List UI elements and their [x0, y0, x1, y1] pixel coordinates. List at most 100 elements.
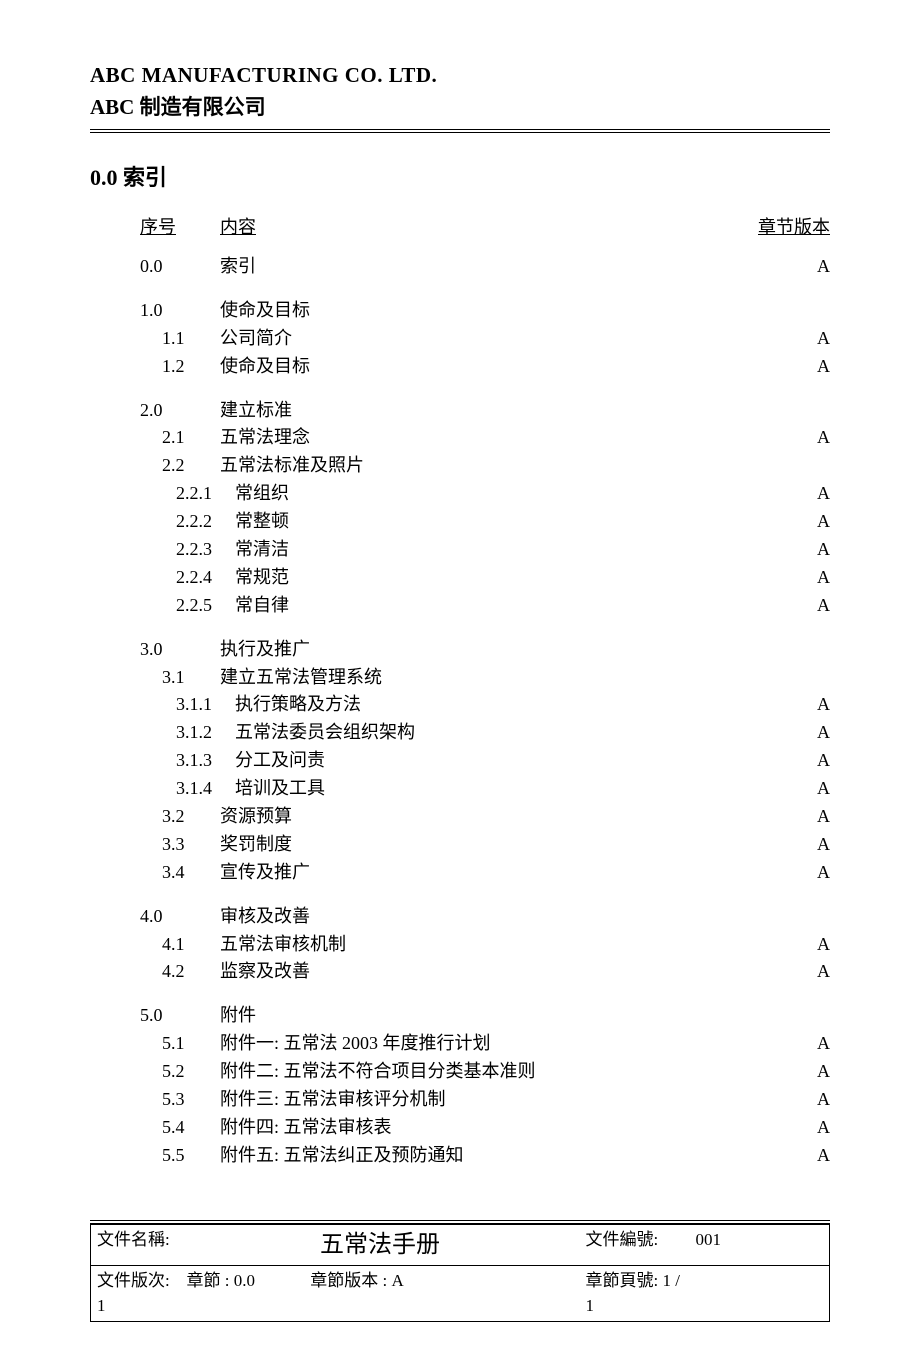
index-num: 5.5	[140, 1142, 220, 1170]
index-content: 建立标准	[220, 397, 750, 425]
index-content: 宣传及推广	[220, 859, 750, 887]
index-num: 2.2.3	[140, 536, 235, 564]
index-content: 使命及目标	[220, 353, 750, 381]
index-row: 5.4附件四: 五常法审核表A	[140, 1114, 830, 1142]
index-content: 公司简介	[220, 325, 750, 353]
index-num: 5.4	[140, 1114, 220, 1142]
index-num: 2.2.5	[140, 592, 235, 620]
chapter-page-label: 章節頁號:	[586, 1271, 659, 1290]
index-row: 3.0执行及推广	[140, 636, 830, 664]
company-name-en: ABC MANUFACTURING CO. LTD.	[90, 60, 830, 92]
index-content: 附件五: 五常法纠正及预防通知	[220, 1142, 750, 1170]
index-row: 2.2.5常自律A	[140, 592, 830, 620]
index-content: 监察及改善	[220, 958, 750, 986]
index-version: A	[750, 803, 830, 831]
section-title: 0.0 索引	[90, 161, 830, 194]
index-version	[750, 1002, 830, 1030]
index-num: 3.4	[140, 859, 220, 887]
chapter-cell: 章節 : 0.0 章節版本 : A	[181, 1265, 580, 1321]
index-row: 3.1.3分工及问责A	[140, 747, 830, 775]
index-version	[750, 297, 830, 325]
index-num: 2.1	[140, 424, 220, 452]
index-version: A	[750, 1086, 830, 1114]
index-version: A	[750, 691, 830, 719]
chapter-page-cell: 章節頁號: 1 / 1	[580, 1265, 690, 1321]
index-row: 1.2使命及目标A	[140, 353, 830, 381]
index-version: A	[750, 508, 830, 536]
index-version: A	[750, 747, 830, 775]
index-row: 3.1建立五常法管理系统	[140, 664, 830, 692]
index-num: 4.2	[140, 958, 220, 986]
index-row: 3.1.2五常法委员会组织架构A	[140, 719, 830, 747]
index-version: A	[750, 719, 830, 747]
index-version	[750, 903, 830, 931]
index-version	[750, 664, 830, 692]
index-content: 常自律	[235, 592, 750, 620]
index-row: 3.2资源预算A	[140, 803, 830, 831]
index-num: 4.1	[140, 931, 220, 959]
index-row: 5.1附件一: 五常法 2003 年度推行计划A	[140, 1030, 830, 1058]
index-version: A	[750, 480, 830, 508]
footer-empty-cell	[690, 1265, 830, 1321]
index-content: 培训及工具	[235, 775, 750, 803]
chapter-ver-label: 章節版本 :	[310, 1271, 387, 1290]
index-num: 3.1.1	[140, 691, 235, 719]
index-row: 2.1五常法理念A	[140, 424, 830, 452]
index-content: 附件三: 五常法审核评分机制	[220, 1086, 750, 1114]
index-version: A	[750, 592, 830, 620]
index-content: 常整顿	[235, 508, 750, 536]
index-version: A	[750, 775, 830, 803]
index-row: 4.0审核及改善	[140, 903, 830, 931]
index-content: 索引	[220, 253, 750, 281]
index-row: 0.0索引A	[140, 253, 830, 281]
index-content: 常清洁	[235, 536, 750, 564]
index-gap	[140, 281, 830, 297]
index-gap	[140, 986, 830, 1002]
index-row: 1.1公司简介A	[140, 325, 830, 353]
index-row: 3.1.1执行策略及方法A	[140, 691, 830, 719]
index-row: 2.0建立标准	[140, 397, 830, 425]
index-num: 1.0	[140, 297, 220, 325]
index-content: 执行策略及方法	[235, 691, 750, 719]
index-version: A	[750, 353, 830, 381]
index-num: 2.2.4	[140, 564, 235, 592]
col-header-num: 序号	[140, 214, 220, 241]
doc-rev: 1	[97, 1296, 106, 1315]
index-row: 1.0使命及目标	[140, 297, 830, 325]
index-row: 2.2.4常规范A	[140, 564, 830, 592]
index-table: 序号 内容 章节版本 0.0索引A1.0使命及目标1.1公司简介A1.2使命及目…	[90, 214, 830, 1170]
index-row: 2.2.1常组织A	[140, 480, 830, 508]
col-header-version: 章节版本	[750, 214, 830, 241]
index-content: 附件一: 五常法 2003 年度推行计划	[220, 1030, 750, 1058]
chapter-ver: A	[391, 1271, 403, 1290]
index-row: 2.2.2常整顿A	[140, 508, 830, 536]
index-version	[750, 636, 830, 664]
index-content: 审核及改善	[220, 903, 750, 931]
index-num: 1.1	[140, 325, 220, 353]
index-num: 4.0	[140, 903, 220, 931]
index-content: 五常法委员会组织架构	[235, 719, 750, 747]
index-num: 3.1.3	[140, 747, 235, 775]
index-num: 3.1.4	[140, 775, 235, 803]
index-header-row: 序号 内容 章节版本	[140, 214, 830, 241]
index-row: 3.3奖罚制度A	[140, 831, 830, 859]
index-gap	[140, 620, 830, 636]
index-content: 附件二: 五常法不符合项目分类基本准则	[220, 1058, 750, 1086]
chapter-label: 章節 :	[187, 1271, 230, 1290]
index-content: 使命及目标	[220, 297, 750, 325]
index-body: 0.0索引A1.0使命及目标1.1公司简介A1.2使命及目标A2.0建立标准2.…	[140, 253, 830, 1170]
index-num: 2.2.2	[140, 508, 235, 536]
index-row: 4.2监察及改善A	[140, 958, 830, 986]
index-content: 五常法审核机制	[220, 931, 750, 959]
index-version: A	[750, 1142, 830, 1170]
index-num: 3.2	[140, 803, 220, 831]
footer-table: 文件名稱: 五常法手册 文件編號: 001 文件版次: 1 章節 : 0.0 章…	[90, 1224, 830, 1322]
index-content: 执行及推广	[220, 636, 750, 664]
index-row: 3.1.4培训及工具A	[140, 775, 830, 803]
index-version: A	[750, 325, 830, 353]
index-row: 3.4宣传及推广A	[140, 859, 830, 887]
index-content: 五常法标准及照片	[220, 452, 750, 480]
index-content: 常组织	[235, 480, 750, 508]
index-version: A	[750, 1058, 830, 1086]
col-header-content: 内容	[220, 214, 750, 241]
